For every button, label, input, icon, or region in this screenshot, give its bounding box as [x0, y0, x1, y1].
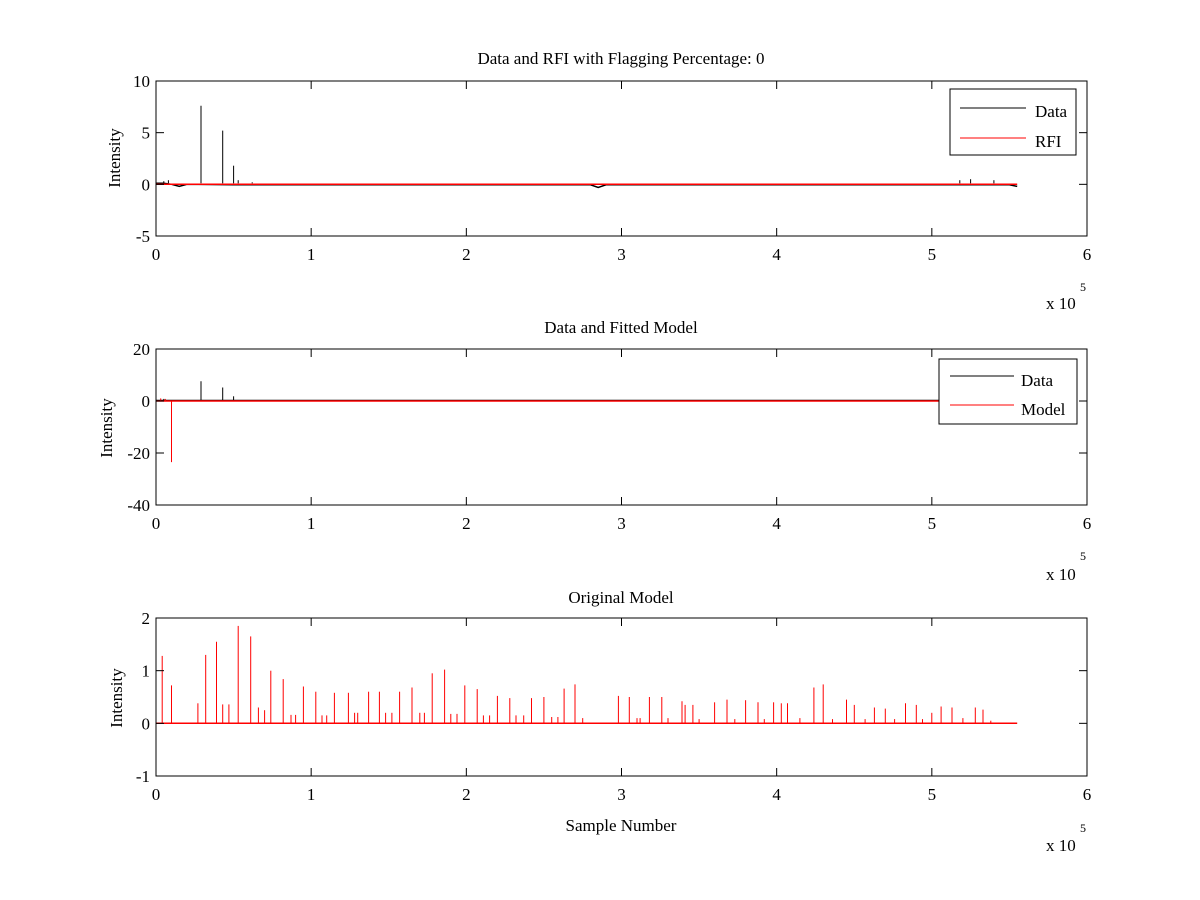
x-exponent-base: x 10 [1046, 294, 1076, 313]
x-tick-label: 0 [152, 245, 161, 264]
subplot-data-and-fitted-model: Data and Fitted Model Intensity x 10 5 0… [97, 318, 1091, 584]
y-axis-label: Intensity [107, 668, 126, 728]
x-tick-label: 5 [928, 514, 937, 533]
y-tick-label: -1 [136, 767, 150, 786]
x-tick-label: 4 [772, 245, 781, 264]
y-tick-label: 20 [133, 340, 150, 359]
x-tick-label: 6 [1083, 245, 1092, 264]
legend-label-rfi: RFI [1035, 132, 1062, 151]
x-tick-label: 2 [462, 785, 471, 804]
x-tick-label: 4 [772, 514, 781, 533]
x-tick-label: 3 [617, 245, 626, 264]
x-exponent-base: x 10 [1046, 565, 1076, 584]
legend-box [949, 88, 1077, 156]
x-exponent-power: 5 [1080, 280, 1086, 294]
x-tick-label: 6 [1083, 514, 1092, 533]
x-axis-label: Sample Number [566, 816, 677, 835]
x-tick-label: 4 [772, 785, 781, 804]
x-tick-label: 6 [1083, 785, 1092, 804]
series-layer [156, 625, 1018, 725]
y-tick-label: 0 [142, 392, 151, 411]
legend-box [938, 358, 1078, 425]
y-tick-label: 0 [142, 714, 151, 733]
x-tick-label: 0 [152, 514, 161, 533]
x-tick-label: 3 [617, 785, 626, 804]
legend-label-data: Data [1035, 102, 1068, 121]
x-exponent-base: x 10 [1046, 836, 1076, 855]
legend: Data Model [938, 358, 1078, 425]
x-tick-label: 2 [462, 245, 471, 264]
x-tick-label: 5 [928, 245, 937, 264]
legend-label-data: Data [1021, 371, 1054, 390]
y-tick-label: -20 [127, 444, 150, 463]
y-axis-label: Intensity [105, 128, 124, 188]
x-tick-label: 3 [617, 514, 626, 533]
y-tick-label: 5 [142, 124, 151, 143]
x-tick-label: 0 [152, 785, 161, 804]
subplot-original-model: Original Model Intensity Sample Number x… [107, 588, 1091, 855]
y-tick-label: 2 [142, 609, 151, 628]
series-layer [156, 381, 1018, 463]
y-axis-label: Intensity [97, 398, 116, 458]
y-tick-label: 1 [142, 662, 151, 681]
y-tick-label: 10 [133, 72, 150, 91]
y-tick-label: 0 [142, 175, 151, 194]
chart-title: Data and RFI with Flagging Percentage: 0 [477, 49, 764, 68]
y-tick-label: -40 [127, 496, 150, 515]
legend: Data RFI [949, 88, 1077, 156]
x-exponent-power: 5 [1080, 549, 1086, 563]
x-tick-label: 2 [462, 514, 471, 533]
y-tick-label: -5 [136, 227, 150, 246]
legend-label-model: Model [1021, 400, 1066, 419]
subplot-data-and-rfi: Data and RFI with Flagging Percentage: 0… [105, 49, 1091, 313]
x-tick-label: 5 [928, 785, 937, 804]
chart-title: Data and Fitted Model [544, 318, 698, 337]
chart-title: Original Model [568, 588, 674, 607]
x-tick-label: 1 [307, 514, 316, 533]
series-layer [156, 105, 1018, 189]
x-exponent-power: 5 [1080, 821, 1086, 835]
x-tick-label: 1 [307, 785, 316, 804]
x-tick-label: 1 [307, 245, 316, 264]
